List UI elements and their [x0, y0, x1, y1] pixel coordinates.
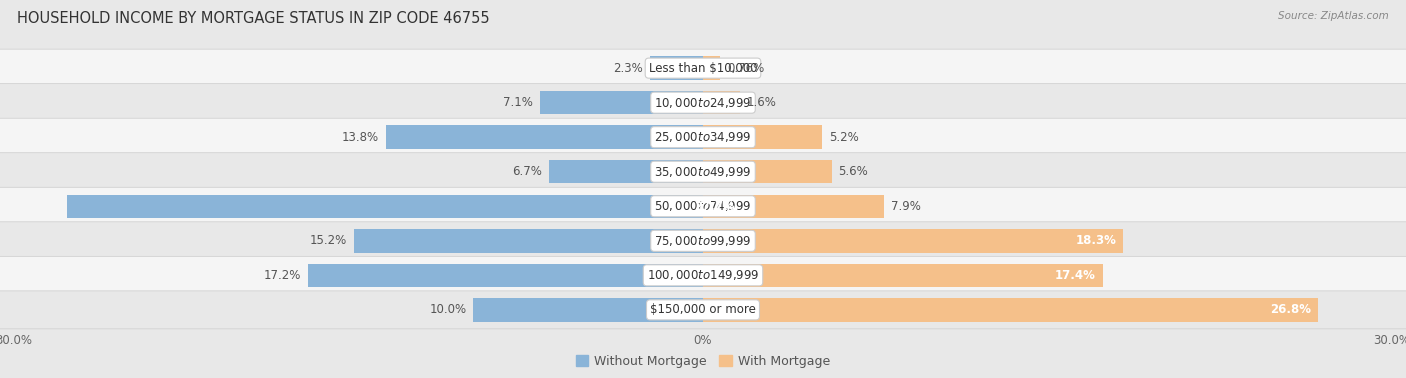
Text: $150,000 or more: $150,000 or more	[650, 304, 756, 316]
Text: $50,000 to $74,999: $50,000 to $74,999	[654, 199, 752, 213]
Text: 5.2%: 5.2%	[830, 131, 859, 144]
Bar	[703, 91, 740, 115]
Legend: Without Mortgage, With Mortgage: Without Mortgage, With Mortgage	[571, 350, 835, 373]
FancyBboxPatch shape	[0, 222, 1406, 260]
FancyBboxPatch shape	[0, 187, 1406, 225]
Text: 15.2%: 15.2%	[309, 234, 347, 247]
FancyBboxPatch shape	[0, 49, 1406, 87]
Bar	[387, 125, 703, 149]
Bar	[67, 195, 703, 218]
Text: 26.8%: 26.8%	[1271, 304, 1312, 316]
Text: 7.1%: 7.1%	[503, 96, 533, 109]
Bar	[354, 229, 703, 253]
Bar	[474, 298, 703, 322]
Text: HOUSEHOLD INCOME BY MORTGAGE STATUS IN ZIP CODE 46755: HOUSEHOLD INCOME BY MORTGAGE STATUS IN Z…	[17, 11, 489, 26]
Text: $25,000 to $34,999: $25,000 to $34,999	[654, 130, 752, 144]
Text: 1.6%: 1.6%	[747, 96, 776, 109]
Text: 27.7%: 27.7%	[693, 200, 734, 213]
Bar	[540, 91, 703, 115]
Bar	[550, 160, 703, 183]
Text: 17.2%: 17.2%	[264, 269, 301, 282]
Bar	[308, 263, 703, 287]
Text: 18.3%: 18.3%	[1076, 234, 1116, 247]
Text: 17.4%: 17.4%	[1054, 269, 1095, 282]
Bar	[703, 263, 1102, 287]
Bar	[703, 298, 1319, 322]
Text: 7.9%: 7.9%	[891, 200, 921, 213]
Text: $10,000 to $24,999: $10,000 to $24,999	[654, 96, 752, 110]
Text: $35,000 to $49,999: $35,000 to $49,999	[654, 165, 752, 179]
FancyBboxPatch shape	[0, 118, 1406, 156]
Bar	[703, 229, 1123, 253]
FancyBboxPatch shape	[0, 291, 1406, 329]
Bar	[703, 195, 884, 218]
Text: Source: ZipAtlas.com: Source: ZipAtlas.com	[1278, 11, 1389, 21]
Text: $75,000 to $99,999: $75,000 to $99,999	[654, 234, 752, 248]
Bar	[703, 125, 823, 149]
FancyBboxPatch shape	[0, 153, 1406, 191]
Text: 13.8%: 13.8%	[342, 131, 380, 144]
FancyBboxPatch shape	[0, 256, 1406, 294]
Bar	[703, 56, 720, 80]
Text: 0.76%: 0.76%	[727, 62, 765, 74]
Bar	[650, 56, 703, 80]
Text: $100,000 to $149,999: $100,000 to $149,999	[647, 268, 759, 282]
Bar	[703, 160, 831, 183]
Text: 5.6%: 5.6%	[838, 165, 869, 178]
Text: 2.3%: 2.3%	[613, 62, 644, 74]
Text: 10.0%: 10.0%	[429, 304, 467, 316]
FancyBboxPatch shape	[0, 84, 1406, 122]
Text: Less than $10,000: Less than $10,000	[648, 62, 758, 74]
Text: 6.7%: 6.7%	[512, 165, 543, 178]
